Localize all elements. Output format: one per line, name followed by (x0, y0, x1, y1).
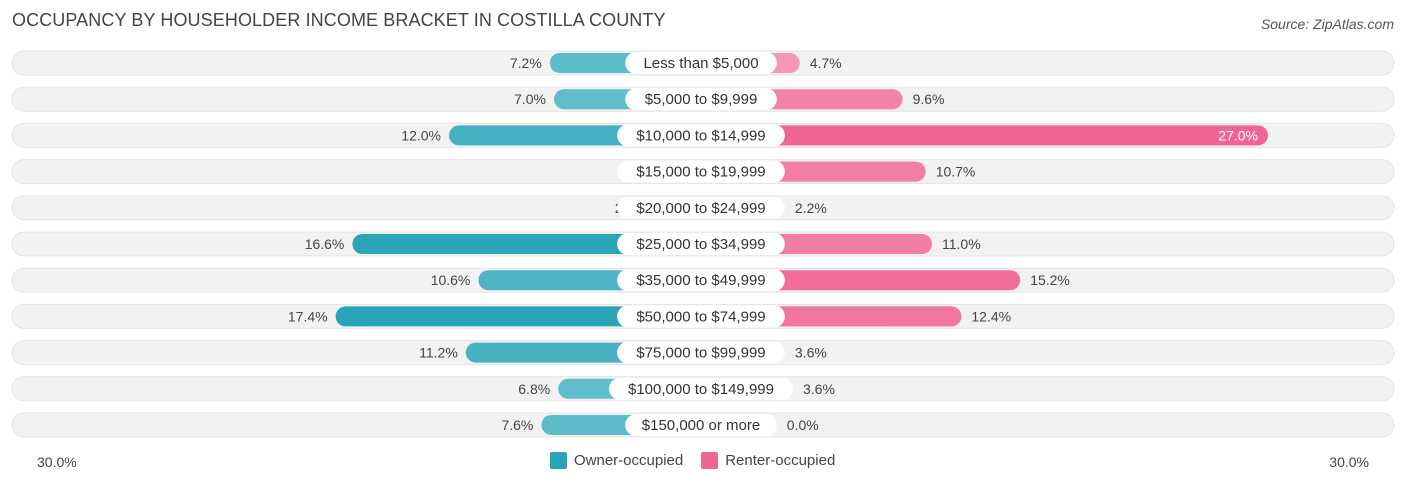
legend-label-renter: Renter-occupied (725, 452, 836, 469)
category-label: $10,000 to $14,999 (636, 127, 765, 144)
owner-value-label: 6.8% (518, 381, 550, 397)
legend-item-renter: Renter-occupied (701, 452, 835, 469)
category-pill (617, 124, 785, 147)
legend-label-owner: Owner-occupied (574, 452, 684, 469)
renter-value-label: 12.4% (971, 308, 1011, 324)
category-pill (617, 196, 785, 219)
owner-value-label: 7.2% (510, 55, 542, 71)
owner-value-label: 10.6% (431, 272, 471, 288)
legend-swatch-owner (550, 452, 567, 469)
category-pill (625, 52, 777, 74)
category-pill (617, 160, 785, 183)
legend-swatch-renter (701, 452, 719, 469)
renter-value-label: 2.2% (795, 200, 827, 216)
category-label: Less than $5,000 (643, 55, 758, 72)
category-pill (625, 88, 777, 111)
owner-bar (352, 234, 701, 254)
owner-value-label: 12.0% (401, 127, 441, 143)
legend-item-owner: Owner-occupied (550, 452, 683, 469)
axis-left-label: 30.0% (37, 454, 77, 470)
category-pill (617, 341, 785, 364)
renter-value-label: 4.7% (810, 55, 842, 71)
owner-bar (335, 306, 701, 327)
renter-bar (701, 125, 1268, 146)
category-label: $35,000 to $49,999 (636, 272, 765, 289)
renter-value-label: 9.6% (913, 91, 945, 107)
renter-value-label: 15.2% (1030, 272, 1070, 288)
chart-source: Source: ZipAtlas.com (1260, 16, 1394, 32)
category-pill (617, 305, 785, 328)
renter-value-label: 0.0% (787, 417, 819, 433)
category-label: $50,000 to $74,999 (636, 308, 765, 325)
category-label: $100,000 to $149,999 (628, 381, 774, 398)
legend: Owner-occupied Renter-occupied (550, 452, 835, 469)
category-label: $15,000 to $19,999 (636, 164, 765, 181)
category-pill (617, 269, 785, 292)
owner-value-label: 16.6% (305, 236, 345, 252)
owner-value-label: 11.2% (419, 345, 458, 361)
category-pill (617, 233, 785, 255)
renter-value-label: 10.7% (936, 164, 976, 180)
category-pill (609, 377, 793, 400)
category-label: $25,000 to $34,999 (636, 236, 765, 253)
category-label: $5,000 to $9,999 (645, 91, 758, 108)
category-label: $75,000 to $99,999 (636, 345, 765, 362)
category-label: $20,000 to $24,999 (636, 200, 765, 217)
chart-title: OCCUPANCY BY HOUSEHOLDER INCOME BRACKET … (12, 10, 666, 30)
renter-value-label: 27.0% (1218, 127, 1258, 143)
category-label: $150,000 or more (642, 417, 760, 434)
owner-value-label: 17.4% (288, 308, 328, 324)
renter-value-label: 3.6% (795, 345, 827, 361)
owner-value-label: 7.6% (501, 417, 533, 433)
axis-right-label: 30.0% (1329, 454, 1369, 470)
renter-value-label: 11.0% (942, 236, 981, 252)
renter-value-label: 3.6% (803, 381, 835, 397)
owner-value-label: 7.0% (514, 91, 546, 107)
category-pill (625, 414, 777, 436)
